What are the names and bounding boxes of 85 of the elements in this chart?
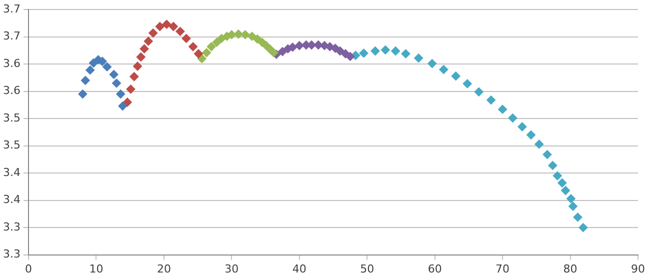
point xyxy=(294,41,304,50)
point xyxy=(380,45,390,54)
y-tick-label: 3.3 xyxy=(2,220,20,234)
point xyxy=(144,36,153,46)
point xyxy=(573,212,582,222)
point xyxy=(148,28,158,38)
point xyxy=(188,42,198,52)
point xyxy=(182,34,191,43)
point xyxy=(336,46,345,56)
point xyxy=(116,90,126,99)
point xyxy=(414,54,424,63)
x-tick-label: 90 xyxy=(631,262,645,276)
point xyxy=(80,76,90,85)
point xyxy=(428,59,437,68)
y-tick-label: 3.7 xyxy=(2,30,20,43)
point xyxy=(240,30,250,40)
point xyxy=(212,38,222,47)
y-tick-label: 3.5 xyxy=(2,111,20,124)
x-tick-label: 80 xyxy=(563,262,578,276)
point xyxy=(439,65,448,74)
point xyxy=(462,79,472,88)
x-tick-label: 70 xyxy=(496,262,510,276)
point xyxy=(288,42,298,52)
point xyxy=(278,47,287,56)
point xyxy=(86,66,95,75)
y-tick-label: 3.4 xyxy=(2,193,20,206)
point xyxy=(136,52,146,62)
point xyxy=(126,84,136,94)
point xyxy=(202,48,212,58)
point xyxy=(130,72,139,82)
x-tick-label: 40 xyxy=(292,262,306,276)
point xyxy=(568,202,578,211)
point xyxy=(89,58,98,68)
point xyxy=(112,78,122,88)
point xyxy=(206,42,216,52)
point xyxy=(217,34,226,43)
point xyxy=(526,130,536,140)
point xyxy=(578,223,588,232)
point xyxy=(346,52,355,61)
point xyxy=(78,90,88,99)
point xyxy=(359,48,368,58)
y-tick-label: 3.7 xyxy=(2,2,20,16)
point xyxy=(451,72,460,81)
point xyxy=(534,140,544,149)
point xyxy=(518,122,527,132)
x-tick-label: 50 xyxy=(360,262,374,276)
point xyxy=(118,102,128,111)
point xyxy=(234,30,243,39)
point xyxy=(102,62,112,72)
point xyxy=(474,87,484,96)
point xyxy=(269,48,278,58)
point xyxy=(194,49,203,58)
y-tick-label: 3.3 xyxy=(2,248,20,261)
point xyxy=(566,194,576,204)
y-tick-label: 3.5 xyxy=(2,138,20,152)
x-tick-label: 20 xyxy=(156,262,171,276)
point xyxy=(561,186,570,196)
point xyxy=(552,171,562,180)
point xyxy=(247,32,256,41)
point xyxy=(401,49,410,58)
point xyxy=(508,114,518,123)
y-tick-label: 3.6 xyxy=(2,84,20,98)
point xyxy=(391,46,400,56)
point xyxy=(155,22,164,31)
x-tick-label: 0 xyxy=(24,262,32,276)
point xyxy=(370,46,380,56)
point xyxy=(140,44,149,54)
x-tick-label: 10 xyxy=(89,262,104,276)
point xyxy=(558,178,567,188)
y-tick-label: 3.6 xyxy=(2,56,20,70)
point xyxy=(498,104,508,114)
point xyxy=(122,98,132,107)
x-tick-label: 30 xyxy=(224,262,239,276)
point xyxy=(162,20,172,29)
x-tick-label: 60 xyxy=(428,262,442,276)
point xyxy=(486,96,496,105)
point xyxy=(548,160,558,170)
point xyxy=(109,70,118,79)
point xyxy=(542,150,552,160)
point xyxy=(176,26,185,36)
point xyxy=(168,22,178,31)
y-tick-label: 3.4 xyxy=(2,166,20,179)
point xyxy=(197,54,206,64)
point xyxy=(133,62,142,71)
point xyxy=(252,34,262,44)
